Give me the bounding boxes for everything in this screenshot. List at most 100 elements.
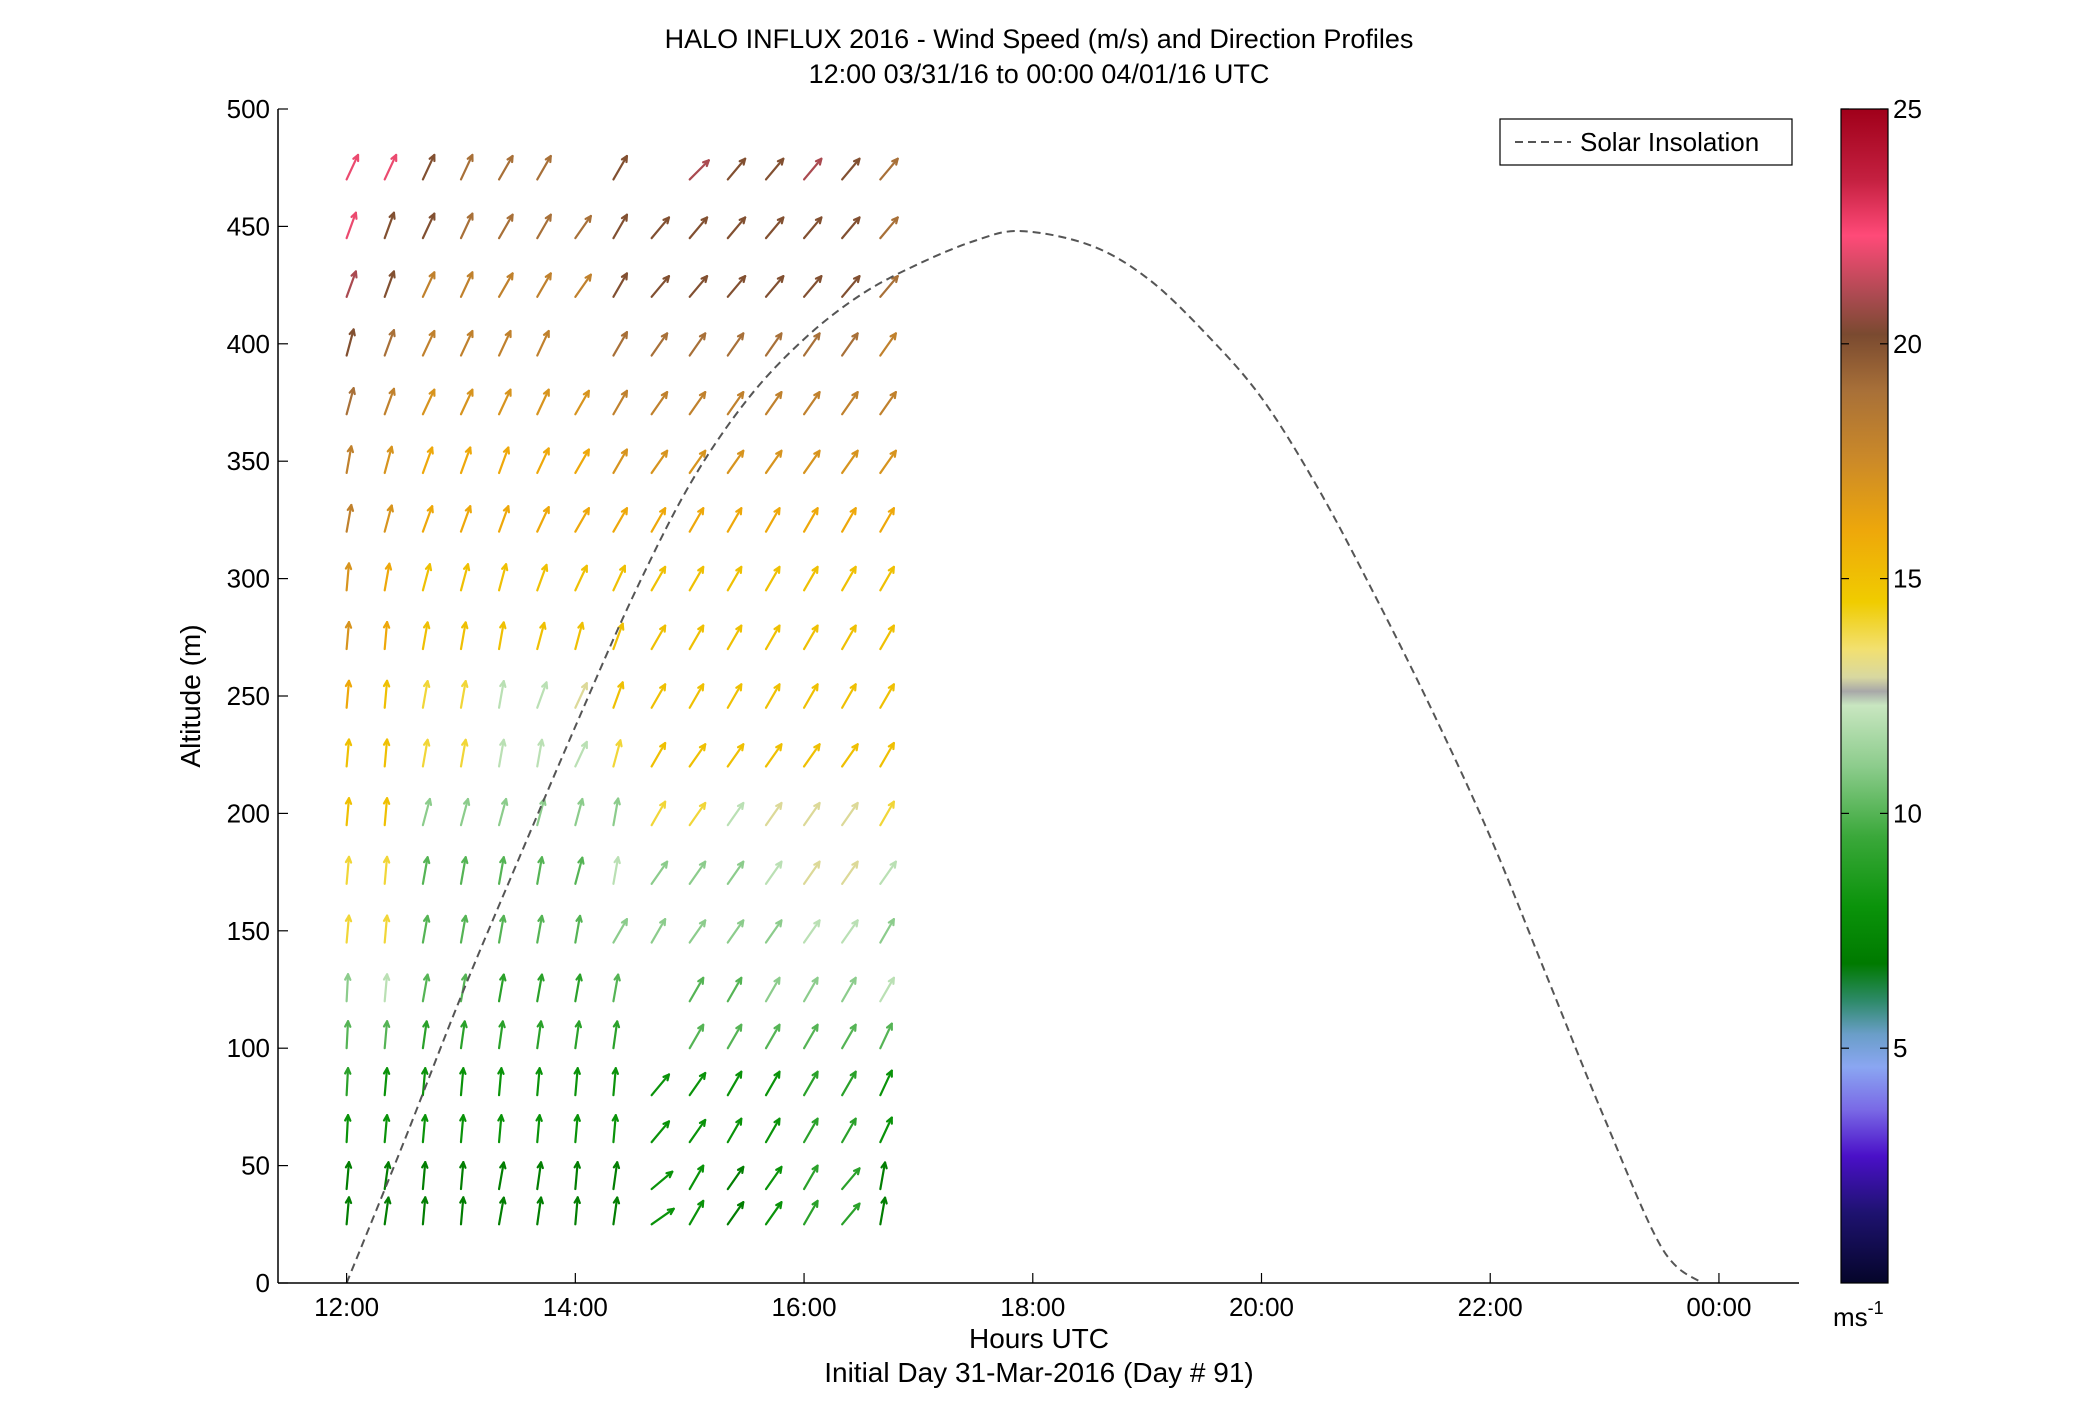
wind-vector [574, 564, 588, 592]
wind-vector [879, 1116, 893, 1144]
wind-vector [383, 562, 393, 592]
wind-vector [879, 1196, 888, 1226]
x-tick-label: 00:00 [1686, 1292, 1751, 1322]
wind-vector [650, 918, 667, 944]
wind-vector [421, 271, 436, 298]
y-axis-label: Altitude (m) [175, 624, 206, 767]
wind-vector [802, 216, 823, 240]
wind-vector [382, 1020, 391, 1050]
wind-vector [344, 679, 353, 709]
wind-vector [726, 1201, 745, 1226]
wind-vector [650, 391, 669, 416]
wind-vector [574, 973, 583, 1003]
wind-vector [726, 743, 745, 768]
wind-vector [688, 976, 705, 1003]
wind-vector [497, 1020, 506, 1050]
wind-vector [536, 447, 550, 475]
wind-vector [650, 507, 667, 533]
x-ticks: 12:00 14:00 16:00 18:00 20:00 22:00 00:00 [314, 1273, 1751, 1322]
wind-vector [764, 1023, 781, 1050]
wind-vector [726, 801, 745, 827]
wind-vector [536, 1020, 544, 1050]
wind-vector [421, 505, 434, 533]
x-tick-label: 20:00 [1229, 1292, 1294, 1322]
y-tick-label: 300 [227, 564, 270, 594]
wind-vector [726, 1070, 743, 1097]
wind-vector [688, 1071, 707, 1097]
wind-vector [344, 1161, 353, 1191]
wind-vector [764, 157, 785, 181]
wind-vector [841, 216, 861, 240]
wind-vector [841, 332, 859, 357]
wind-vector [344, 855, 353, 885]
wind-vector [688, 159, 710, 181]
wind-vector [726, 216, 747, 240]
wind-vector [764, 507, 781, 533]
wind-vector [421, 212, 436, 240]
wind-vector [688, 860, 707, 885]
wind-vector [650, 800, 667, 827]
wind-vector [650, 860, 669, 885]
x-tick-label: 12:00 [314, 1292, 379, 1322]
wind-vector [650, 1073, 671, 1097]
wind-vector [345, 328, 356, 357]
wind-vector [344, 1196, 353, 1226]
wind-vector [879, 275, 899, 298]
y-tick-label: 500 [227, 94, 270, 124]
wind-vector [726, 683, 743, 709]
wind-vector [802, 157, 823, 181]
wind-vector [764, 1201, 783, 1226]
wind-vector [344, 1067, 352, 1097]
wind-vector [688, 1164, 705, 1191]
y-tick-label: 350 [227, 446, 270, 476]
wind-vector [764, 1070, 781, 1097]
wind-vector [459, 1067, 467, 1097]
wind-vector [382, 1067, 391, 1097]
wind-vector [612, 681, 625, 709]
wind-vector [344, 914, 353, 944]
wind-vector [574, 740, 588, 768]
wind-vector [382, 738, 391, 768]
wind-vector [574, 914, 583, 944]
wind-vector [802, 1164, 819, 1191]
wind-vector [497, 213, 514, 240]
wind-vector [764, 683, 781, 709]
wind-vector [459, 738, 469, 768]
wind-vector [764, 565, 781, 592]
wind-vector [536, 621, 547, 651]
wind-vector [688, 624, 705, 651]
colorbar-unit-exponent: -1 [1868, 1298, 1884, 1318]
wind-vector [459, 1161, 467, 1191]
wind-vector [802, 449, 821, 475]
wind-vector [612, 213, 629, 240]
wind-vector [726, 449, 745, 475]
wind-vector [421, 446, 434, 475]
wind-vectors [344, 153, 899, 1226]
wind-vector [536, 1196, 544, 1226]
wind-vector [612, 1020, 621, 1050]
wind-vector [726, 919, 745, 944]
y-tick-label: 100 [227, 1033, 270, 1063]
x-axis-label: Hours UTC [969, 1323, 1109, 1354]
wind-vector [459, 1196, 467, 1226]
wind-vector [612, 856, 621, 885]
wind-vector [841, 1070, 857, 1097]
y-tick-label: 50 [241, 1151, 270, 1181]
wind-vector [764, 801, 783, 827]
x-tick-label: 14:00 [543, 1292, 608, 1322]
wind-vector [421, 388, 436, 416]
legend-label: Solar Insolation [1580, 127, 1759, 157]
wind-vector [612, 918, 629, 944]
wind-vector [802, 1199, 819, 1226]
wind-vector [574, 448, 590, 475]
wind-vector [536, 738, 545, 768]
wind-vector [497, 1114, 505, 1144]
y-tick-label: 0 [256, 1268, 270, 1298]
wind-vector [574, 621, 585, 651]
wind-vector [574, 1020, 583, 1050]
wind-vector [421, 797, 433, 827]
wind-vector [802, 683, 819, 709]
wind-vector [764, 275, 785, 298]
colorbar-tick-label: 10 [1893, 798, 1922, 828]
wind-vector [879, 507, 895, 533]
